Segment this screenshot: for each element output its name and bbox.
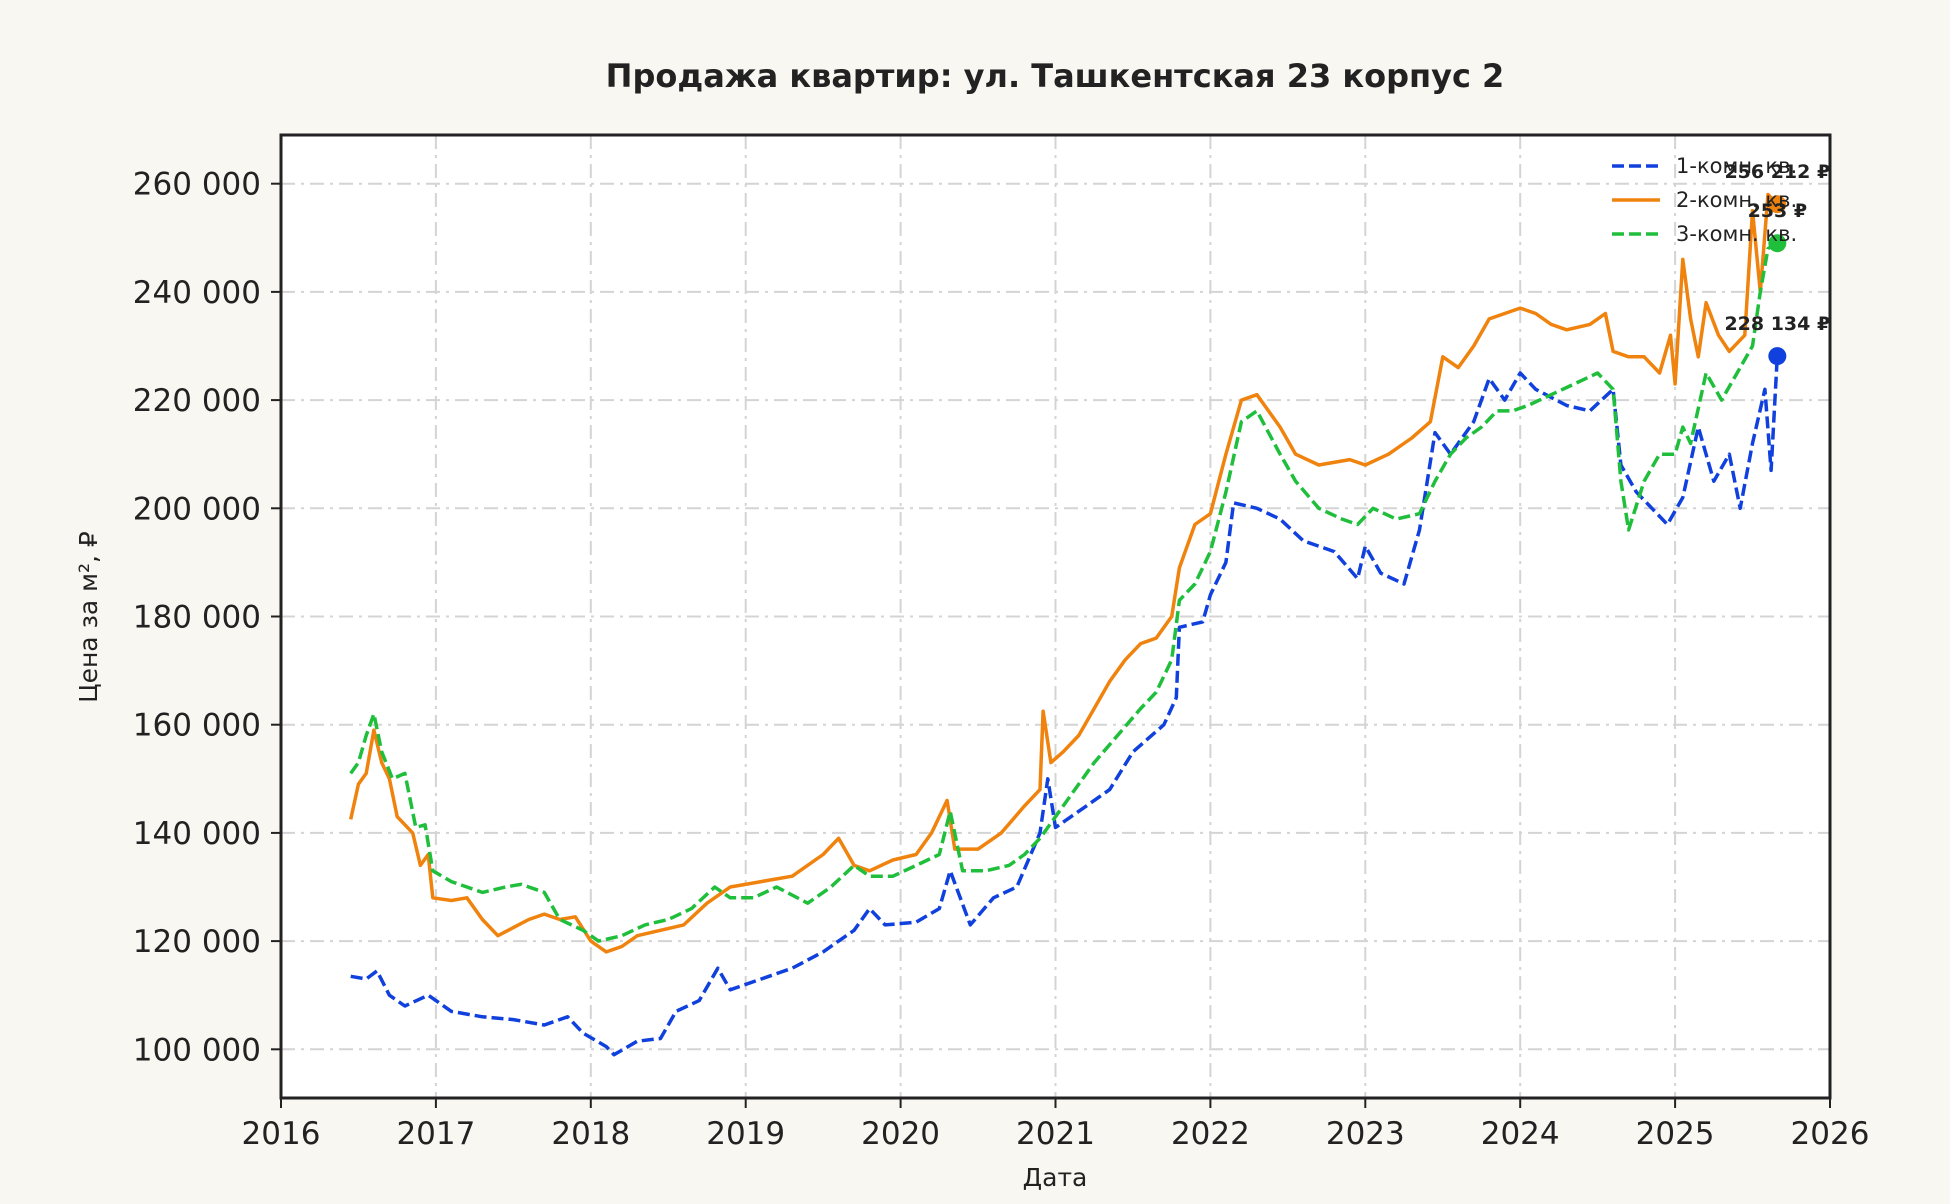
y-tick-label: 220 000 bbox=[133, 383, 261, 419]
y-tick-label: 180 000 bbox=[133, 600, 261, 636]
x-tick-label: 2025 bbox=[1636, 1116, 1715, 1152]
y-tick-label: 120 000 bbox=[133, 924, 261, 960]
y-tick-label: 240 000 bbox=[133, 275, 261, 311]
endpoint-value-label-2: 256 212 ₽ bbox=[1724, 161, 1830, 183]
x-tick-label: 2018 bbox=[551, 1116, 630, 1152]
series-line-2 bbox=[348, 192, 1779, 954]
y-tick-label: 200 000 bbox=[133, 491, 261, 527]
series-line-3 bbox=[349, 241, 1779, 943]
legend-label-1: 1-комн. кв. bbox=[1676, 154, 1797, 178]
endpoint-marker-1 bbox=[1768, 347, 1787, 366]
x-tick-label: 2021 bbox=[1016, 1116, 1095, 1152]
x-tick-label: 2016 bbox=[242, 1116, 321, 1152]
series-layer bbox=[348, 192, 1780, 1057]
x-tick-label: 2022 bbox=[1171, 1116, 1250, 1152]
endpoint-marker-3 bbox=[1768, 234, 1787, 253]
annotation-layer: 228 134 ₽ 256 212 ₽ 253 ₽ bbox=[1724, 161, 1830, 366]
y-axis-label: Цена за м², ₽ bbox=[74, 531, 103, 703]
x-tick-label: 2026 bbox=[1791, 1116, 1870, 1152]
y-tick-label: 140 000 bbox=[133, 816, 261, 852]
endpoint-value-label-1: 228 134 ₽ bbox=[1724, 313, 1830, 335]
x-tick-label: 2023 bbox=[1326, 1116, 1405, 1152]
legend-label-3: 3-комн. кв. bbox=[1676, 222, 1797, 246]
legend: 1-комн. кв. 2-комн. кв. 3-комн. кв. bbox=[1612, 154, 1797, 246]
y-tick-label: 260 000 bbox=[133, 167, 261, 203]
endpoint-value-label-3: 253 ₽ bbox=[1748, 200, 1808, 222]
x-axis-label: Дата bbox=[1023, 1163, 1088, 1192]
legend-label-2: 2-комн. кв. bbox=[1676, 188, 1797, 212]
x-tick-label: 2020 bbox=[861, 1116, 940, 1152]
y-tick-label: 100 000 bbox=[133, 1032, 261, 1068]
x-tick-label: 2024 bbox=[1481, 1116, 1560, 1152]
x-tick-label: 2017 bbox=[396, 1116, 475, 1152]
axis-layer: 2016 2017 2018 2019 2020 2021 2022 2023 2024 2025… bbox=[133, 167, 1870, 1152]
chart-title: Продажа квартир: ул. Ташкентская 23 корп… bbox=[606, 57, 1505, 95]
y-tick-label: 160 000 bbox=[133, 708, 261, 744]
x-tick-label: 2019 bbox=[706, 1116, 785, 1152]
endpoint-marker-2 bbox=[1768, 195, 1787, 214]
grid-layer bbox=[281, 135, 1830, 1098]
